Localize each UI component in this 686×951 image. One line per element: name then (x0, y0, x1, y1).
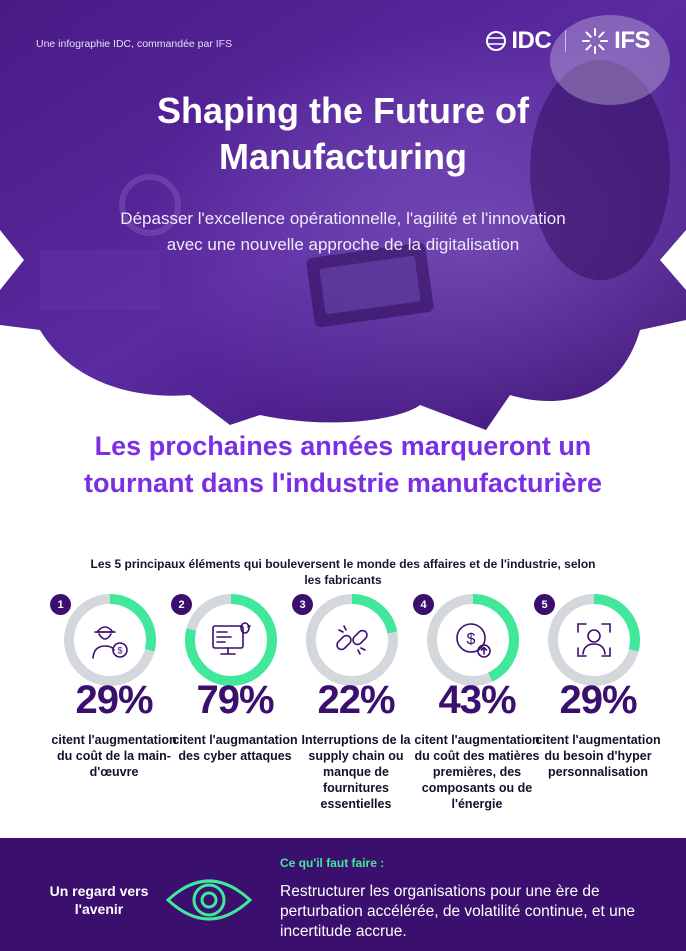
ring-fill (427, 594, 519, 686)
rank-badge: 3 (292, 594, 313, 615)
idc-logo: IDC (485, 27, 552, 55)
rank-badge: 4 (413, 594, 434, 615)
stat-description: citent l'augmentation du coût de la main… (51, 733, 177, 779)
eye-icon (165, 879, 253, 921)
rank-badge: 5 (534, 594, 555, 615)
ring-fill (306, 594, 398, 686)
ring-fill (185, 594, 277, 686)
progress-ring: 3 (292, 592, 400, 688)
stat-description: citent l'augmentation du besoin d'hyper … (535, 733, 661, 779)
idc-logo-text: IDC (511, 27, 552, 54)
idc-globe-icon (486, 31, 507, 51)
progress-ring: 2 (171, 592, 279, 688)
broken-chain-icon (336, 625, 368, 655)
hero-background-image (0, 0, 686, 430)
rank-badge: 1 (50, 594, 71, 615)
worker-cost-icon: $ (92, 626, 128, 659)
progress-ring: 4 $ (413, 592, 521, 688)
ifs-burst-icon (582, 28, 609, 54)
stat-description: Interruptions de la supply chain ou manq… (301, 733, 411, 811)
stat-value: 43% (438, 678, 516, 722)
logo-bar: IDC IFS (485, 26, 650, 56)
stat-description: citent l'augmantation des cyber attaques (172, 733, 298, 763)
svg-text:$: $ (117, 646, 122, 656)
page-title: Shaping the Future of Manufacturing (157, 90, 529, 177)
stat-value: 22% (317, 678, 395, 722)
stat-card-4: 4 $ 43% citent l'augmentation du coût de… (413, 592, 540, 811)
todo-text: Restructurer les organisations pour une … (280, 883, 636, 940)
ifs-logo: IFS (580, 26, 650, 56)
svg-text:$: $ (467, 631, 476, 648)
personalization-icon (577, 623, 611, 657)
hero-banner: Une infographie IDC, commandée par IFS I… (0, 0, 686, 430)
footer-banner: Un regard vers l'avenir Ce qu'il faut fa… (0, 838, 686, 951)
rising-cost-icon: $ (456, 623, 491, 658)
cyber-attack-icon (212, 622, 251, 655)
footer-label: Un regard vers l'avenir (49, 883, 149, 917)
attribution-text: Une infographie IDC, commandée par IFS (36, 38, 233, 50)
stat-card-3: 3 22% Interruptions de la supply chain o… (292, 592, 416, 811)
progress-ring: 1 $ (50, 592, 158, 688)
stat-description: citent l'augmentation du coût des matièr… (414, 733, 540, 811)
ifs-logo-text: IFS (614, 27, 650, 54)
stat-value: 29% (75, 678, 153, 722)
progress-ring: 5 (534, 592, 642, 688)
section-heading: Les prochaines années marqueront un tour… (84, 431, 602, 498)
page-subtitle: Dépasser l'excellence opérationnelle, l'… (120, 209, 566, 254)
stat-value: 29% (559, 678, 637, 722)
rank-badge: 2 (171, 594, 192, 615)
stat-card-2: 2 79% citent l'augmantation des cyber at… (171, 592, 298, 763)
stat-card-1: 1 $ 29% citent l'augmentation du coût de… (50, 592, 177, 779)
stat-card-5: 5 29% citent l'augmentation du besoin d'… (534, 592, 661, 779)
stat-value: 79% (196, 678, 274, 722)
ring-fill (548, 594, 640, 686)
todo-label: Ce qu'il faut faire : (280, 856, 385, 870)
section-subheading: Les 5 principaux éléments qui bouleverse… (90, 557, 596, 587)
ring-fill (64, 594, 156, 686)
logo-divider (565, 30, 567, 52)
